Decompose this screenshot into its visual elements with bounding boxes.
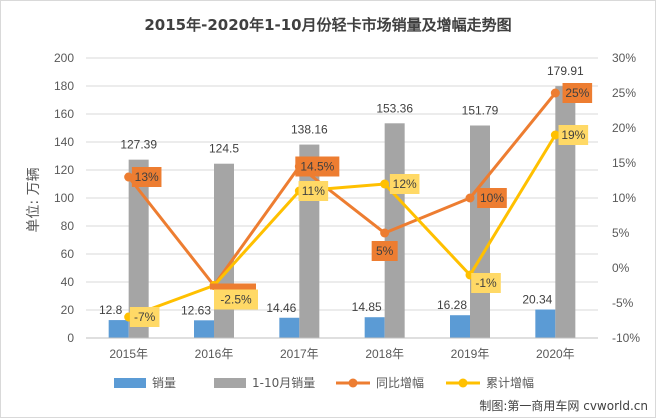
point-value-label: 13% <box>135 170 159 184</box>
bar-value-label: 14.85 <box>352 300 382 314</box>
point-value-label: 11% <box>302 184 325 198</box>
bar-value-label: 151.79 <box>462 103 499 117</box>
point-label-box <box>389 174 420 194</box>
bar-value-label: 138.16 <box>291 123 328 137</box>
point-label-box <box>371 241 398 261</box>
bar <box>194 320 214 338</box>
series-point <box>380 179 390 189</box>
y2-tick-label: 15% <box>612 156 636 170</box>
bar-value-label: 153.36 <box>376 101 413 115</box>
bar <box>214 163 234 338</box>
y-tick-label: 80 <box>61 219 75 233</box>
source-note: 制图:第一商用车网 cvworld.cn <box>479 398 648 413</box>
x-tick-label: 2019年 <box>451 347 490 361</box>
bar-value-label: 12.63 <box>181 303 211 317</box>
y2-tick-label: -5% <box>612 296 634 310</box>
bar <box>364 317 385 338</box>
series-point <box>380 228 390 238</box>
point-value-label: -1% <box>475 276 497 290</box>
bar <box>450 315 470 338</box>
point-value-label: 10% <box>480 191 504 205</box>
point-value-label: -2.5% <box>220 293 252 307</box>
point-value-label: 12% <box>393 177 417 191</box>
x-tick-label: 2017年 <box>280 347 319 361</box>
legend-marker <box>458 378 468 388</box>
y2-tick-label: 0% <box>612 261 630 275</box>
y2-tick-label: 20% <box>612 121 636 135</box>
axes: 0 20 40 60 80 100 120 140 160 180 200 -10% -5% 0% 5% 10… <box>54 51 640 361</box>
bar-value-label: 124.5 <box>209 142 239 156</box>
y2-tick-label: 5% <box>612 226 630 240</box>
y-axis-label: 单位: 万辆 <box>26 167 42 232</box>
series-point <box>124 172 134 182</box>
bar-value-label: 179.91 <box>547 64 584 78</box>
point-label-box <box>471 273 501 293</box>
bar-value-label: 16.28 <box>437 298 467 312</box>
data-labels: 12.8 12.63 14.46 14.85 16.28 20.34 127.39 124.5… <box>99 64 593 327</box>
series-line <box>127 92 557 287</box>
point-label-box <box>129 307 160 327</box>
bar-value-label: 20.34 <box>522 293 552 307</box>
y-tick-label: 100 <box>54 191 74 205</box>
point-label-box <box>298 181 329 201</box>
chart-title: 2015年-2020年1-10月份轻卡市场销量及增幅走势图 <box>144 16 511 34</box>
legend-swatch <box>114 378 146 388</box>
x-tick-label: 2016年 <box>195 347 234 361</box>
legend-marker <box>348 378 358 388</box>
point-label-box <box>210 283 256 290</box>
point-label-box <box>295 156 340 177</box>
y2-tick-label: 30% <box>612 51 636 65</box>
point-value-label: 19% <box>561 128 585 142</box>
y-tick-label: 200 <box>54 51 74 65</box>
y-tick-label: 140 <box>54 135 74 149</box>
bar <box>470 125 490 338</box>
point-label-box <box>477 188 507 208</box>
legend-label: 同比增幅 <box>376 375 424 390</box>
series-point <box>550 130 560 140</box>
bar <box>128 159 149 338</box>
point-value-label: -7% <box>134 310 156 324</box>
bar <box>279 317 300 338</box>
series-point <box>465 193 475 203</box>
legend-swatch <box>214 378 246 388</box>
y-tick-label: 20 <box>61 303 75 317</box>
point-label-box <box>562 83 593 103</box>
bar <box>108 320 129 338</box>
legend: 销量 1-10月销量 同比增幅 累计增幅 <box>114 375 534 390</box>
point-value-label: 25% <box>565 86 589 100</box>
y-tick-label: 0 <box>67 331 74 345</box>
y2-tick-label: -10% <box>612 331 640 345</box>
y-tick-label: 160 <box>54 107 74 121</box>
y2-tick-label: 25% <box>612 86 636 100</box>
series-line <box>128 134 557 319</box>
y-tick-label: 60 <box>61 247 75 261</box>
y-tick-label: 120 <box>54 163 74 177</box>
point-label-box <box>131 167 162 187</box>
x-tick-label: 2018年 <box>365 347 404 361</box>
bar <box>535 309 556 338</box>
y-tick-label: 180 <box>54 79 74 93</box>
series-point <box>550 88 560 98</box>
x-tick-label: 2020年 <box>536 347 575 361</box>
y2-tick-label: 10% <box>612 191 636 205</box>
legend-label: 1-10月销量 <box>252 376 315 390</box>
x-tick-label: 2015年 <box>109 347 148 361</box>
bar <box>555 86 576 338</box>
point-label-box <box>214 289 258 310</box>
bar-value-label: 14.46 <box>266 301 296 315</box>
bar-value-label: 12.8 <box>99 303 123 317</box>
legend-label: 销量 <box>152 376 176 390</box>
legend-label: 累计增幅 <box>486 375 534 390</box>
y-tick-label: 40 <box>61 275 75 289</box>
point-value-label: 5% <box>376 244 394 258</box>
bar-value-label: 127.39 <box>120 138 157 152</box>
point-value-label: 14.5% <box>300 160 334 174</box>
point-label-box <box>558 125 589 145</box>
